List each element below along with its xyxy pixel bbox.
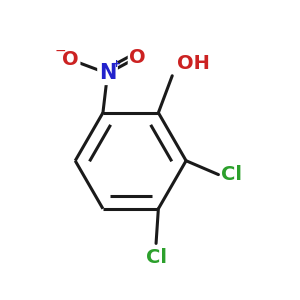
Text: −: − bbox=[54, 44, 66, 58]
Text: +: + bbox=[112, 59, 121, 69]
Text: Cl: Cl bbox=[146, 248, 167, 267]
Text: N: N bbox=[99, 64, 116, 83]
Text: OH: OH bbox=[177, 55, 210, 74]
Text: Cl: Cl bbox=[221, 165, 242, 184]
Text: O: O bbox=[62, 50, 79, 69]
Text: O: O bbox=[129, 48, 146, 67]
